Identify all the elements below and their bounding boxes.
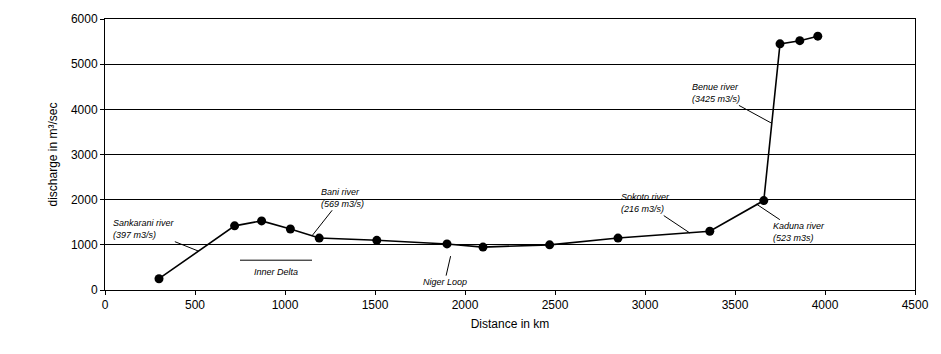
svg-text:6000: 6000 [71, 12, 98, 26]
svg-text:Distance in km: Distance in km [471, 317, 550, 331]
svg-text:2500: 2500 [542, 298, 569, 312]
svg-text:4500: 4500 [902, 298, 929, 312]
svg-text:discharge in m³/sec: discharge in m³/sec [46, 102, 60, 206]
svg-text:500: 500 [185, 298, 205, 312]
svg-text:Kaduna river(523 m3s): Kaduna river(523 m3s) [773, 221, 825, 243]
svg-text:1000: 1000 [71, 238, 98, 252]
svg-text:3000: 3000 [71, 148, 98, 162]
svg-text:0: 0 [102, 298, 109, 312]
svg-text:4000: 4000 [812, 298, 839, 312]
svg-text:Bani river(569 m3/s): Bani river(569 m3/s) [321, 187, 364, 209]
svg-text:0: 0 [91, 283, 98, 297]
svg-text:5000: 5000 [71, 57, 98, 71]
svg-text:Sokoto river(216 m3/s): Sokoto river(216 m3/s) [621, 192, 670, 214]
svg-text:4000: 4000 [71, 103, 98, 117]
svg-text:Niger Loop: Niger Loop [423, 277, 467, 287]
svg-text:2000: 2000 [452, 298, 479, 312]
svg-text:1000: 1000 [272, 298, 299, 312]
svg-text:3500: 3500 [722, 298, 749, 312]
svg-text:Benue river(3425 m3/s): Benue river(3425 m3/s) [692, 82, 740, 104]
svg-text:1500: 1500 [362, 298, 389, 312]
svg-text:2000: 2000 [71, 193, 98, 207]
svg-text:Sankarani river(397 m3/s): Sankarani river(397 m3/s) [113, 218, 175, 240]
svg-text:3000: 3000 [632, 298, 659, 312]
svg-text:Inner Delta: Inner Delta [254, 267, 298, 277]
